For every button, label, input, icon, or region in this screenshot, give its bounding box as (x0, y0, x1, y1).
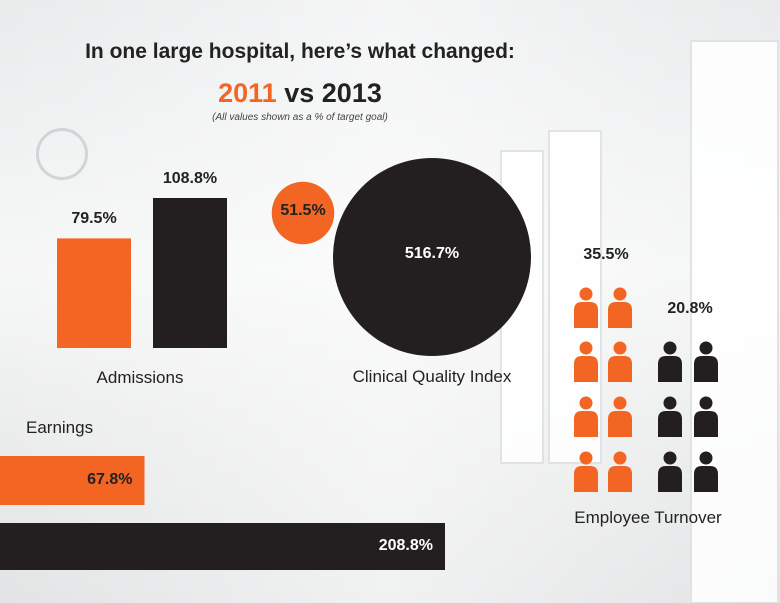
person-icon (658, 396, 682, 437)
clinical-quality-circle-2011 (271, 181, 335, 245)
clinical-quality-value-2011: 51.5% (280, 202, 326, 219)
admissions-value-2011: 79.5% (71, 210, 117, 228)
turnover-label: Employee Turnover (574, 508, 722, 527)
subtitle: (All values shown as a % of target goal) (212, 112, 388, 123)
clinical-quality-label: Clinical Quality Index (352, 367, 512, 386)
window (690, 40, 779, 603)
person-icon (658, 451, 682, 492)
earnings-value-2013: 208.8% (378, 536, 433, 554)
person-icon (694, 396, 718, 437)
person-icon (694, 341, 718, 382)
person-icon (574, 287, 598, 328)
clinical-quality-circle-2013 (333, 158, 531, 356)
window (548, 130, 602, 464)
turnover-value-2013: 20.8% (667, 300, 713, 317)
person-icon (694, 451, 718, 492)
admissions-bar-2011 (57, 238, 131, 348)
year-2013-label: 2013 (321, 78, 382, 108)
turnover-value-2011: 35.5% (583, 246, 629, 263)
earnings-value-2011: 67.8% (87, 470, 133, 488)
person-icon (608, 287, 632, 328)
person-icon (608, 451, 632, 492)
person-icon (574, 396, 598, 437)
admissions-value-2013: 108.8% (162, 170, 218, 187)
comparison-heading: 2011 vs 2013 (0, 78, 600, 109)
clock-icon (36, 128, 88, 180)
admissions-label: Admissions (96, 368, 184, 387)
clinical-quality-value-2013: 516.7% (404, 245, 460, 262)
earnings-label: Earnings (26, 418, 94, 437)
person-icon (574, 451, 598, 492)
person-icon (574, 341, 598, 382)
page-title: In one large hospital, here’s what chang… (85, 40, 515, 63)
person-icon (608, 341, 632, 382)
person-icon (608, 396, 632, 437)
admissions-bar-2013 (153, 198, 227, 348)
earnings-bar-2011 (0, 456, 145, 505)
vs-label: vs (284, 78, 315, 108)
earnings-bar-2013 (0, 523, 445, 570)
year-2011-label: 2011 (218, 78, 277, 108)
person-icon (658, 341, 682, 382)
